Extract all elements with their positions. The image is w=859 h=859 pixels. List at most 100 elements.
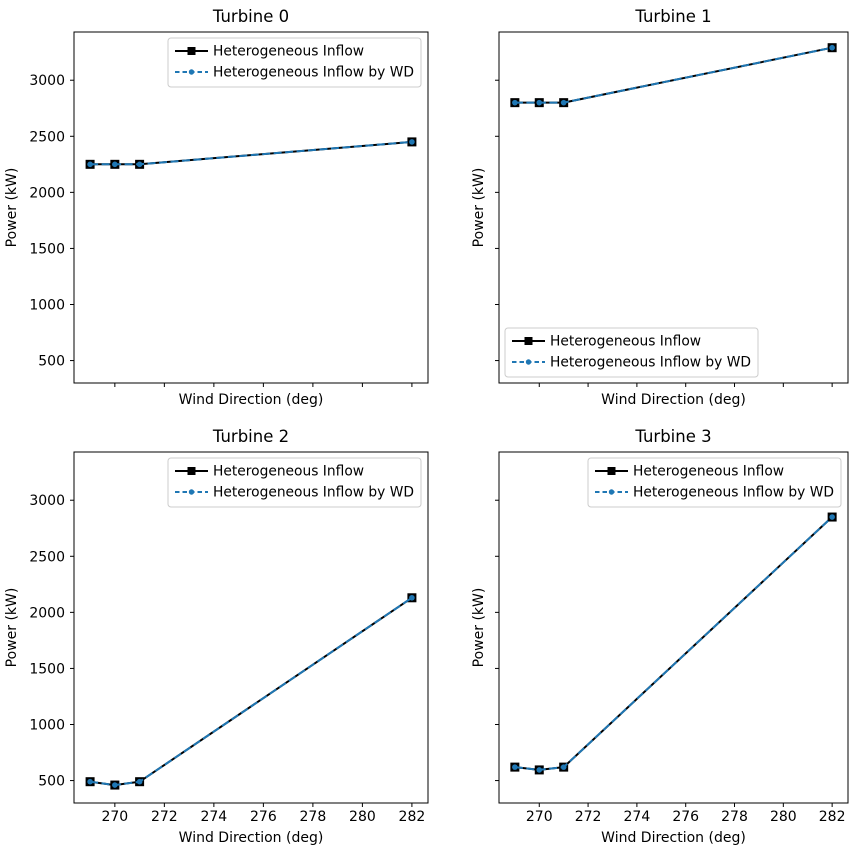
x-tick-label: 274 — [200, 809, 227, 825]
x-tick-label: 276 — [672, 809, 699, 825]
x-tick-label: 272 — [575, 809, 602, 825]
y-tick-label: 3000 — [29, 493, 65, 509]
series-line-heterogeneous-inflow — [514, 46, 833, 104]
legend-entry: Heterogeneous Inflow by WD — [512, 355, 751, 371]
series-marker-dot — [536, 99, 543, 106]
legend-label: Heterogeneous Inflow — [213, 44, 364, 60]
y-axis-label: Power (kW) — [4, 588, 20, 668]
legend-label: Heterogeneous Inflow by WD — [213, 485, 414, 501]
legend-marker-square — [607, 467, 616, 475]
legend-entry: Heterogeneous Inflow by WD — [175, 65, 414, 81]
legend-marker-dot — [188, 489, 195, 495]
series-marker-dot — [512, 99, 518, 106]
series-marker-dot — [536, 767, 543, 773]
y-tick-label: 1000 — [29, 298, 65, 314]
legend-marker-square — [524, 337, 533, 345]
legend-frame — [167, 457, 422, 508]
axes-frame — [73, 451, 429, 804]
y-tick-label: 500 — [38, 354, 65, 370]
legend-label: Heterogeneous Inflow by WD — [633, 485, 834, 501]
x-tick-label: 274 — [624, 809, 651, 825]
legend-entry: Heterogeneous Inflow — [175, 44, 364, 60]
legend-label: Heterogeneous Inflow — [633, 464, 784, 480]
y-axis-label: Power (kW) — [471, 168, 487, 248]
series-line-heterogeneous-inflow-by-wd — [89, 596, 413, 787]
y-tick-label: 3000 — [29, 73, 65, 89]
legend-entry: Heterogeneous Inflow by WD — [175, 485, 414, 501]
plot-title: Turbine 2 — [212, 427, 289, 446]
series-line-heterogeneous-inflow-by-wd — [90, 140, 412, 166]
legend-entry: Heterogeneous Inflow by WD — [595, 485, 834, 501]
x-tick-label: 272 — [151, 809, 178, 825]
legend-label: Heterogeneous Inflow — [213, 464, 364, 480]
series-marker-dot — [112, 782, 118, 788]
x-tick-label: 278 — [300, 809, 327, 825]
y-axis-label: Power (kW) — [4, 168, 20, 248]
series-marker-dot — [560, 99, 567, 106]
x-axis-label: Wind Direction (deg) — [601, 830, 746, 846]
legend: Heterogeneous Inflow Heterogeneous Inflow… — [504, 327, 759, 378]
series-marker-dot — [87, 778, 93, 785]
subplot-turbine-3: Turbine 3 270 272 274 276 278 280 282 Wind Direc… — [430, 425, 859, 855]
plot-canvas: Turbine 3 270 272 274 276 278 280 282 Wind Direc… — [471, 427, 849, 846]
y-tick-label: 1000 — [29, 718, 65, 734]
x-tick-label: 270 — [101, 809, 128, 825]
series-line-heterogeneous-inflow-by-wd — [514, 46, 833, 104]
plot-title: Turbine 0 — [212, 7, 289, 26]
plot-title: Turbine 1 — [634, 7, 711, 26]
legend-frame — [587, 457, 842, 508]
series-line-heterogeneous-inflow — [514, 516, 833, 771]
series-marker-dot — [409, 594, 415, 601]
legend-marker-dot — [608, 489, 615, 495]
legend-label: Heterogeneous Inflow by WD — [213, 65, 414, 81]
series-marker-dot — [136, 161, 143, 168]
series-marker-dot — [829, 514, 835, 520]
legend-label: Heterogeneous Inflow — [550, 334, 701, 350]
x-tick-label: 280 — [770, 809, 797, 825]
series-marker-dot — [560, 764, 567, 770]
axes-frame — [498, 451, 849, 804]
legend-marker-dot — [188, 69, 195, 75]
subplot-turbine-1: Turbine 1 Wind Direction (deg) Power (kW) H… — [430, 0, 859, 425]
x-tick-label: 280 — [349, 809, 376, 825]
x-axis-label: Wind Direction (deg) — [179, 830, 324, 846]
y-tick-label: 2500 — [29, 549, 65, 565]
x-axis-label: Wind Direction (deg) — [179, 392, 324, 408]
legend-entry: Heterogeneous Inflow — [595, 464, 784, 480]
legend-entry: Heterogeneous Inflow — [512, 334, 701, 350]
y-tick-label: 2000 — [29, 185, 65, 201]
y-tick-label: 2500 — [29, 129, 65, 145]
series-marker-dot — [409, 139, 415, 145]
legend-marker-dot — [525, 359, 532, 365]
legend-marker-square — [187, 47, 196, 55]
legend-frame — [167, 37, 422, 88]
x-tick-label: 270 — [526, 809, 553, 825]
legend: Heterogeneous Inflow Heterogeneous Inflow… — [167, 37, 422, 88]
series-marker-dot — [829, 44, 835, 51]
subplot-turbine-2: Turbine 2 270 272 274 276 278 280 282 500 1000 150… — [0, 425, 430, 855]
series-line-heterogeneous-inflow — [89, 596, 413, 787]
axes-frame — [498, 31, 849, 384]
x-tick-label: 282 — [399, 809, 426, 825]
plot-canvas: Turbine 0 500 1000 1500 2000 2500 3000 Wind Dir… — [4, 7, 429, 408]
series-line-heterogeneous-inflow-by-wd — [514, 516, 833, 771]
legend-frame — [504, 327, 759, 378]
legend-marker-square — [187, 467, 196, 475]
plot-canvas: Turbine 2 270 272 274 276 278 280 282 500 1000 150… — [4, 427, 429, 846]
y-tick-label: 1500 — [29, 241, 65, 257]
y-tick-label: 500 — [38, 774, 65, 790]
legend: Heterogeneous Inflow Heterogeneous Inflow… — [167, 457, 422, 508]
legend-entry: Heterogeneous Inflow — [175, 464, 364, 480]
x-tick-label: 276 — [250, 809, 277, 825]
y-tick-label: 1500 — [29, 661, 65, 677]
y-tick-label: 2000 — [29, 605, 65, 621]
legend-label: Heterogeneous Inflow by WD — [550, 355, 751, 371]
series-marker-dot — [112, 161, 118, 168]
series-marker-dot — [87, 161, 93, 168]
x-tick-label: 278 — [721, 809, 748, 825]
y-axis-label: Power (kW) — [471, 588, 487, 668]
legend: Heterogeneous Inflow Heterogeneous Inflow… — [587, 457, 842, 508]
axes-frame — [73, 31, 429, 384]
x-axis-label: Wind Direction (deg) — [601, 392, 746, 408]
